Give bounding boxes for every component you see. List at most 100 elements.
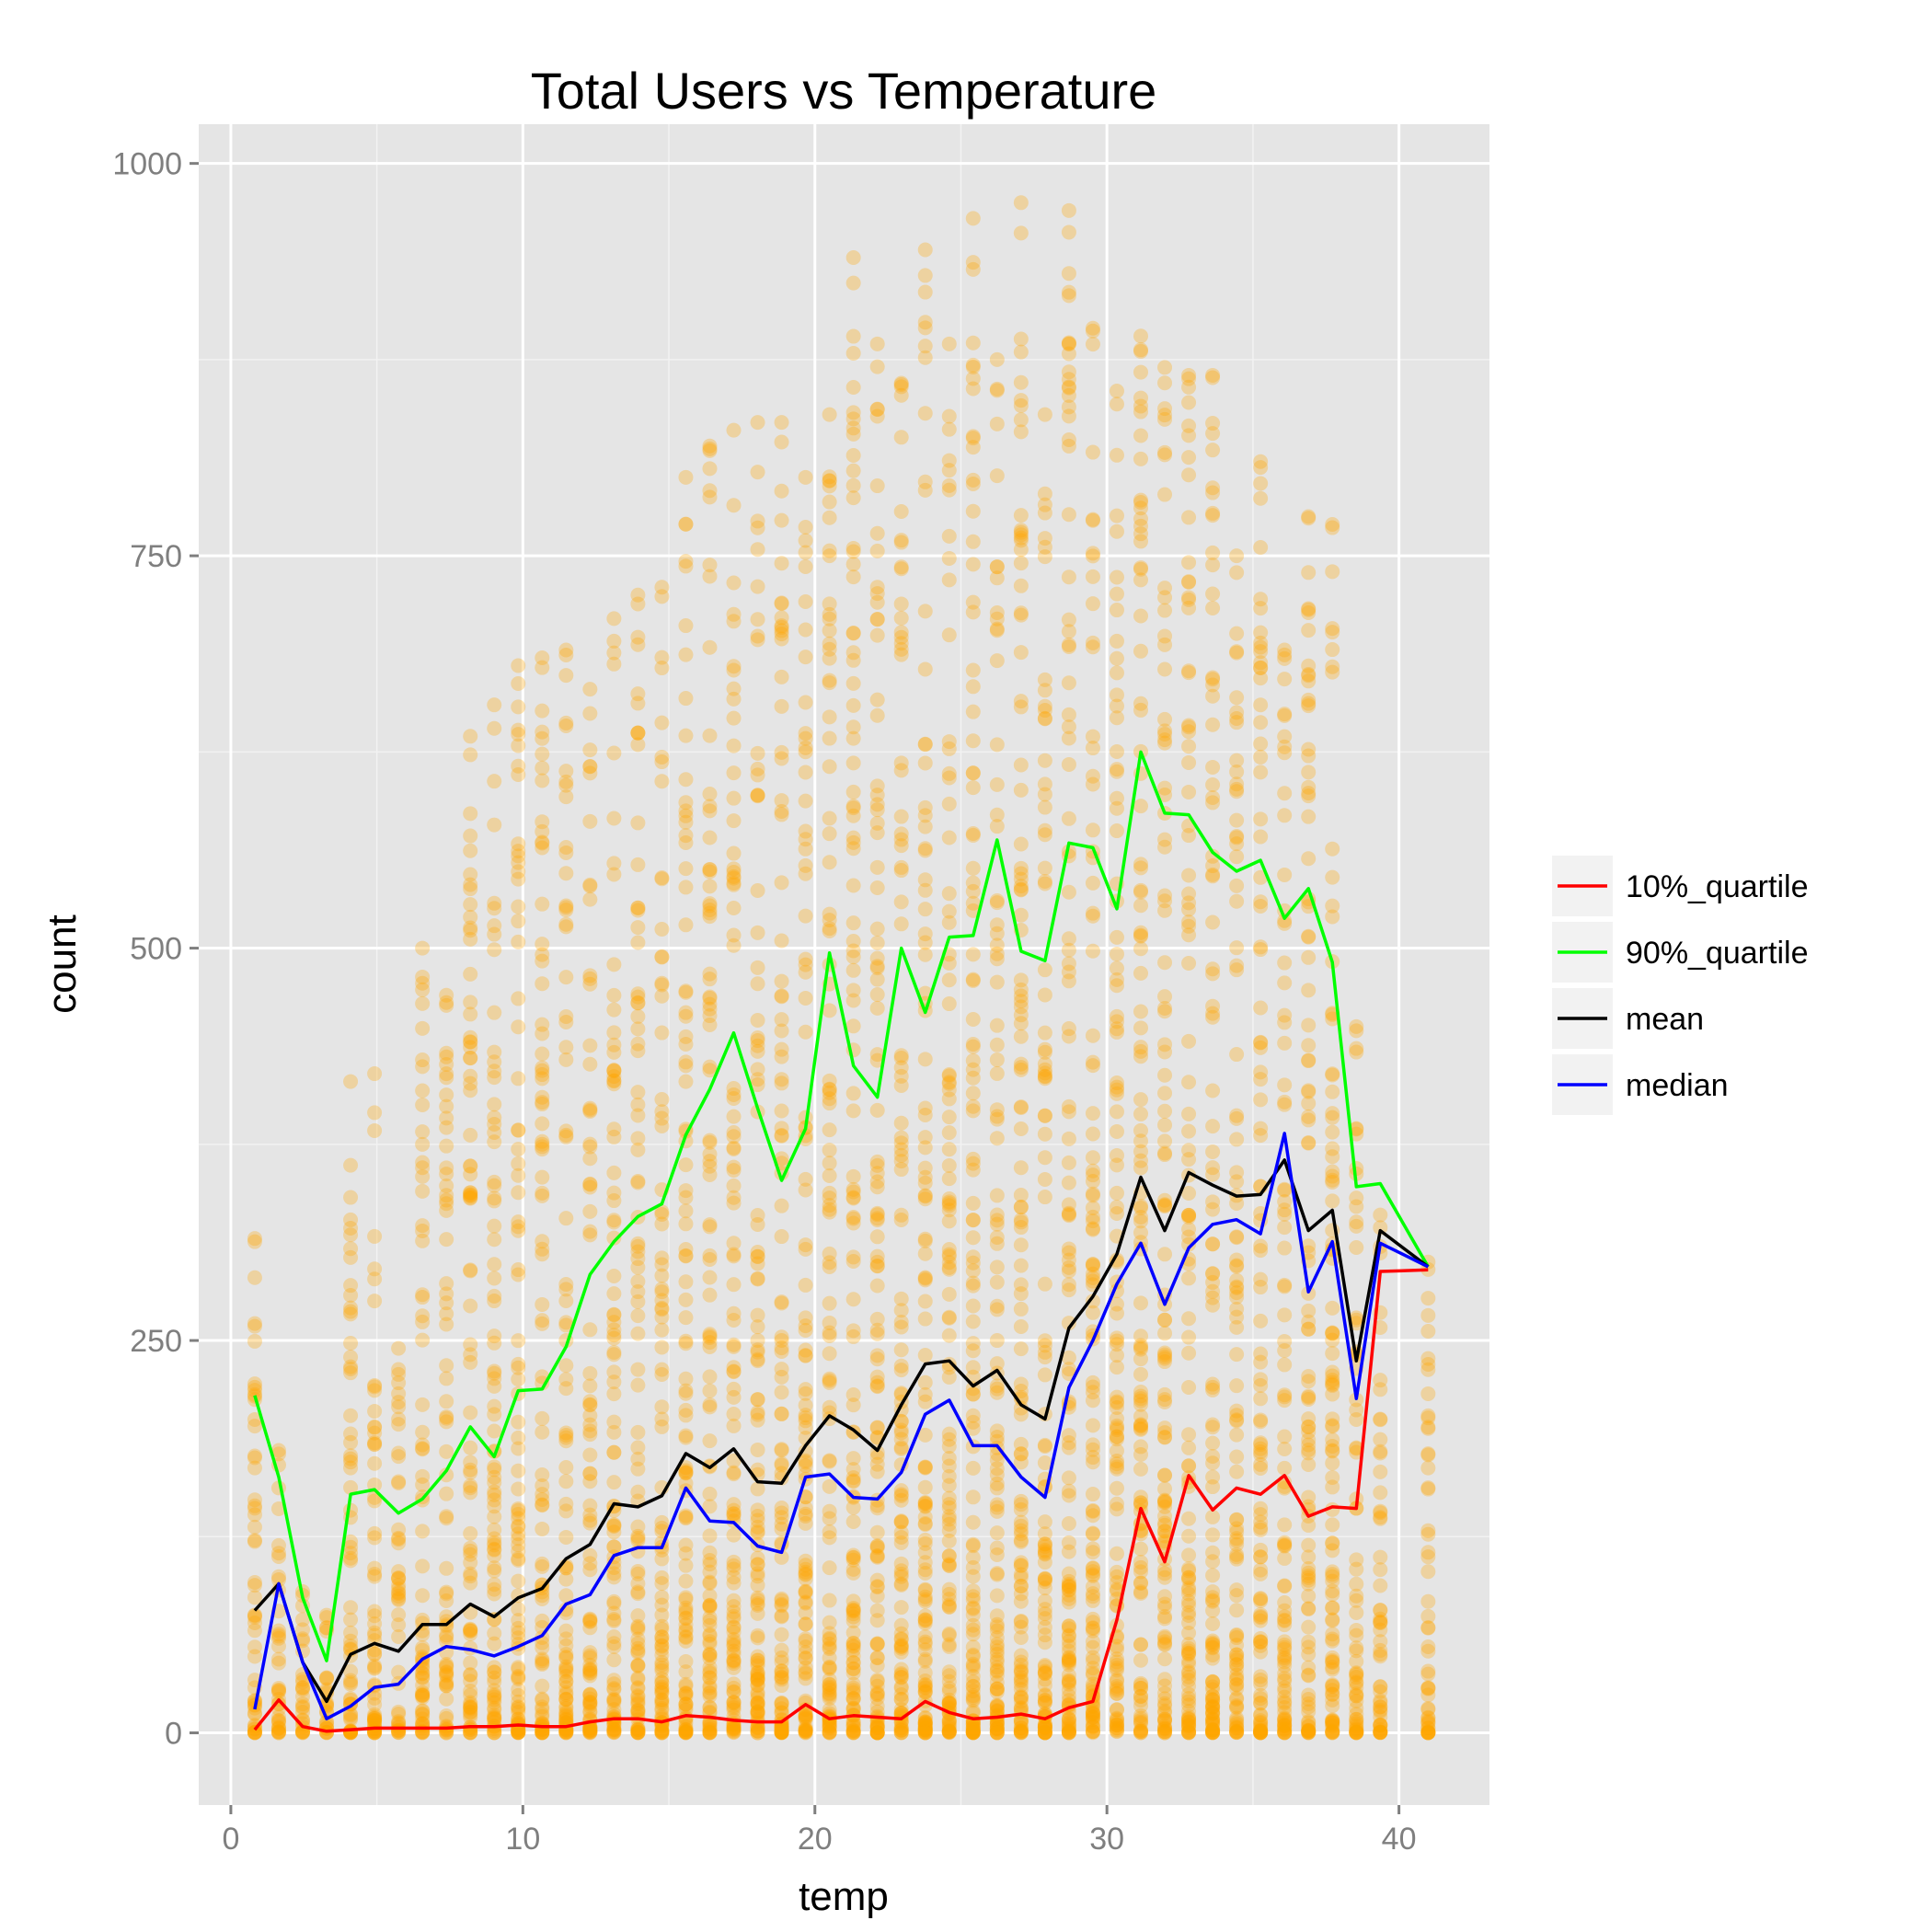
- data-point: [965, 440, 981, 455]
- data-point: [654, 1322, 670, 1338]
- data-point: [511, 1185, 526, 1201]
- data-point: [893, 1060, 909, 1075]
- data-point: [845, 1253, 861, 1269]
- data-point: [247, 1419, 262, 1434]
- data-point: [1013, 1099, 1029, 1115]
- data-point: [1420, 1680, 1436, 1696]
- data-point: [1157, 1723, 1173, 1739]
- data-point: [917, 1725, 933, 1741]
- data-point: [511, 1682, 526, 1697]
- data-point: [630, 1725, 646, 1741]
- data-point: [678, 1628, 694, 1644]
- legend-label: mean: [1626, 1002, 1704, 1037]
- data-point: [606, 1193, 622, 1209]
- data-point: [535, 1707, 550, 1722]
- data-point: [774, 1103, 789, 1119]
- data-point: [582, 1695, 598, 1710]
- data-point: [654, 1655, 670, 1671]
- data-point: [798, 695, 813, 710]
- data-point: [630, 1721, 646, 1737]
- data-point: [1325, 621, 1340, 637]
- data-point: [511, 836, 526, 852]
- data-point: [1301, 1321, 1317, 1337]
- data-point: [415, 1687, 431, 1703]
- data-point: [582, 1691, 598, 1707]
- data-point: [511, 1723, 526, 1739]
- data-point: [487, 1423, 502, 1439]
- data-point: [750, 1725, 765, 1741]
- data-point: [582, 682, 598, 697]
- data-point: [1013, 605, 1029, 621]
- data-point: [893, 376, 909, 392]
- data-point: [965, 1086, 981, 1101]
- data-point: [917, 406, 933, 421]
- data-point: [822, 1091, 837, 1107]
- data-point: [893, 1722, 909, 1738]
- data-point: [917, 1636, 933, 1651]
- data-point: [582, 1705, 598, 1720]
- data-point: [630, 1720, 646, 1736]
- data-point: [1085, 546, 1100, 561]
- data-point: [463, 966, 478, 982]
- data-point: [869, 1650, 885, 1665]
- y-axis-title: count: [40, 914, 85, 1014]
- data-point: [822, 1371, 837, 1386]
- data-point: [367, 1377, 383, 1393]
- data-point: [582, 1725, 598, 1741]
- data-point: [845, 405, 861, 420]
- data-point: [247, 1725, 262, 1741]
- data-point: [845, 1665, 861, 1681]
- data-point: [989, 1461, 1005, 1477]
- data-point: [654, 1722, 670, 1738]
- data-point: [270, 1696, 286, 1711]
- data-point: [1061, 612, 1076, 627]
- data-point: [558, 1602, 574, 1617]
- data-point: [511, 658, 526, 673]
- data-point: [1229, 1347, 1245, 1363]
- data-point: [582, 1556, 598, 1571]
- data-point: [822, 1672, 837, 1687]
- data-point: [1109, 823, 1124, 839]
- data-point: [1277, 1429, 1293, 1444]
- data-point: [463, 1068, 478, 1084]
- data-point: [1277, 867, 1293, 882]
- data-point: [1013, 1446, 1029, 1462]
- data-point: [487, 1398, 502, 1414]
- data-point: [630, 1424, 646, 1440]
- data-point: [1181, 1427, 1197, 1443]
- data-point: [941, 1724, 957, 1740]
- data-point: [606, 1519, 622, 1535]
- data-point: [678, 1242, 694, 1258]
- data-point: [845, 1184, 861, 1200]
- data-point: [941, 903, 957, 919]
- data-point: [941, 1075, 957, 1091]
- data-point: [774, 1295, 789, 1311]
- data-point: [367, 1228, 383, 1244]
- data-point: [965, 1607, 981, 1623]
- data-point: [1061, 811, 1076, 826]
- data-point: [630, 1689, 646, 1705]
- data-point: [1133, 492, 1148, 508]
- data-point: [965, 1693, 981, 1708]
- data-point: [869, 401, 885, 417]
- data-point: [702, 1717, 718, 1732]
- data-point: [917, 1270, 933, 1285]
- data-point: [941, 1668, 957, 1684]
- data-point: [1349, 1240, 1364, 1256]
- data-point: [893, 1679, 909, 1695]
- data-point: [1013, 1400, 1029, 1416]
- data-point: [391, 1535, 407, 1551]
- data-point: [1037, 1171, 1052, 1187]
- data-point: [463, 1190, 478, 1205]
- data-point: [702, 1154, 718, 1169]
- data-point: [439, 1056, 454, 1072]
- data-point: [511, 1687, 526, 1703]
- data-point: [726, 1506, 742, 1522]
- data-point: [343, 1241, 359, 1257]
- data-point: [678, 1604, 694, 1620]
- data-point: [1037, 1025, 1052, 1041]
- data-point: [989, 1207, 1005, 1223]
- data-point: [822, 1639, 837, 1655]
- data-point: [606, 1714, 622, 1730]
- data-point: [726, 738, 742, 753]
